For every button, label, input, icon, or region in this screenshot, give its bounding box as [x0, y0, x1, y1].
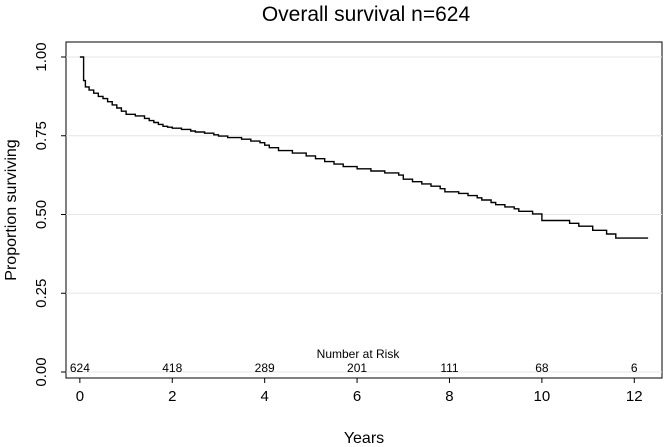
chart-title: Overall survival n=624: [262, 3, 471, 26]
y-tick-label: 0.50: [33, 200, 50, 229]
x-tick-label: 6: [353, 388, 361, 405]
y-tick-label: 0.00: [33, 357, 50, 386]
y-tick-label: 0.25: [33, 279, 50, 308]
x-tick-label: 2: [168, 388, 176, 405]
risk-table-title: Number at Risk: [317, 347, 401, 361]
x-tick-label: 8: [445, 388, 453, 405]
x-tick-label: 12: [626, 388, 643, 405]
risk-table: 624 418 289 201 111 68 6: [70, 361, 638, 375]
risk-count: 624: [70, 361, 90, 375]
survival-curve: [79, 56, 649, 239]
y-tick-label: 1.00: [33, 42, 50, 71]
risk-count: 111: [440, 361, 459, 375]
risk-count: 68: [535, 361, 549, 375]
risk-count: 6: [631, 361, 638, 375]
y-tick-label: 0.75: [33, 121, 50, 150]
x-tick-label: 0: [76, 388, 84, 405]
y-axis: 0.00 0.25 0.50 0.75 1.00: [33, 42, 66, 387]
grid-lines: [66, 56, 662, 373]
risk-count: 201: [347, 361, 367, 375]
x-axis-label: Years: [344, 430, 384, 447]
x-tick-label: 10: [534, 388, 551, 405]
x-tick-label: 4: [260, 388, 268, 405]
x-axis: 0 2 4 6 8 10 12: [76, 378, 643, 405]
plot-area: [65, 41, 663, 379]
risk-count: 289: [255, 361, 275, 375]
y-axis-label: Proportion surviving: [3, 139, 20, 280]
risk-count: 418: [162, 361, 182, 375]
